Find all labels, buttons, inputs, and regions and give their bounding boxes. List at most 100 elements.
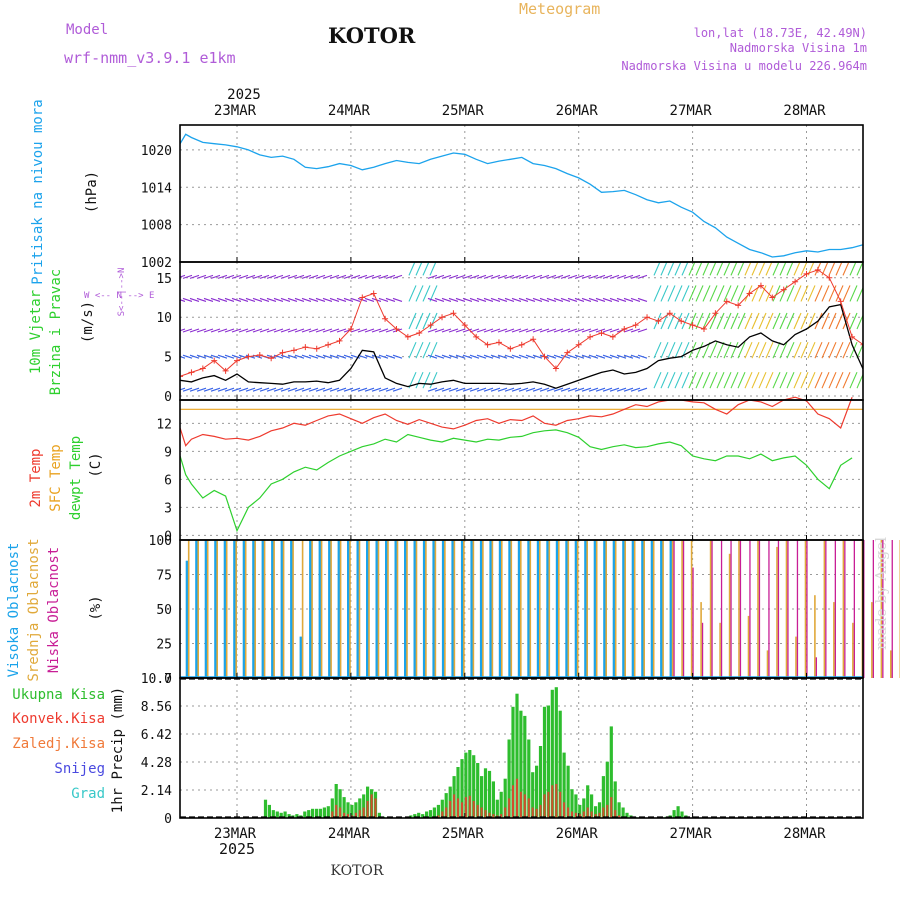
- conv-bar: [500, 814, 503, 818]
- precip-bar: [499, 791, 503, 818]
- wind-barb: [574, 354, 585, 359]
- precip-bar: [279, 812, 283, 818]
- cloud-bar: [641, 540, 645, 678]
- cloud-bar: [330, 540, 332, 678]
- cloud-bar: [622, 540, 626, 678]
- wind-barb: [595, 354, 606, 359]
- gust-marker: [666, 310, 673, 317]
- wind-barb: [483, 354, 494, 359]
- wind-barb: [392, 328, 403, 333]
- wind-barb: [238, 274, 249, 279]
- wind-barb: [560, 387, 571, 392]
- cloud-bar: [225, 540, 228, 678]
- gust-marker: [302, 344, 309, 351]
- gust-marker: [245, 353, 252, 360]
- wind-barb: [674, 341, 683, 359]
- wind-barb: [709, 371, 718, 389]
- precip-bar: [311, 808, 315, 818]
- wind-barb: [765, 312, 774, 330]
- precip-bar: [515, 693, 519, 818]
- mid-cloud-label: Srednja Oblacnost: [26, 538, 42, 681]
- wind-barb: [238, 387, 249, 392]
- wind-barb: [751, 341, 760, 359]
- gust-marker: [336, 337, 343, 344]
- cloud-bar: [890, 650, 892, 678]
- wind-barb: [455, 354, 466, 359]
- wind-barb: [224, 328, 235, 333]
- cloud-bar: [603, 540, 607, 678]
- conv-bar: [472, 801, 475, 818]
- top-x-tick-label: 25MAR: [442, 103, 485, 119]
- precip-bar: [535, 765, 539, 818]
- wind-barb: [392, 274, 403, 279]
- temperature-panel: 0 3 6 9 12: [156, 396, 864, 544]
- cloud-bar: [728, 553, 731, 678]
- wind-barb: [793, 371, 802, 389]
- precip-conv-bars: [331, 778, 625, 818]
- gust-marker: [735, 302, 742, 309]
- cloud-bar: [422, 540, 427, 678]
- wind-barb: [203, 297, 214, 302]
- cloud-bar: [404, 540, 408, 678]
- top-x-tick-label: 24MAR: [328, 103, 371, 119]
- bottom-x-tick-label: 23MAR: [214, 826, 257, 842]
- wind-barb: [196, 297, 207, 302]
- cloud-bar: [339, 540, 342, 678]
- gust-marker: [792, 278, 799, 285]
- wind-barb: [308, 297, 319, 302]
- wind-barb: [609, 297, 620, 302]
- cloud-bar: [539, 540, 541, 678]
- wind-barb: [350, 354, 361, 359]
- wind-barb: [357, 328, 368, 333]
- precip-bar: [318, 808, 323, 818]
- precip-bar: [625, 812, 629, 818]
- wind-barb: [835, 285, 844, 302]
- pressure-line: [179, 133, 864, 258]
- gust-marker: [359, 294, 366, 301]
- wind-barb: [800, 312, 809, 330]
- precip-bar: [428, 810, 433, 818]
- wind-barb: [609, 354, 620, 359]
- cloud-bar: [527, 540, 531, 678]
- wind-barb: [716, 312, 725, 330]
- cloud-bar: [739, 540, 742, 678]
- cloud-bar: [377, 540, 380, 678]
- wind-barb: [518, 387, 529, 392]
- wind-barb: [737, 371, 746, 389]
- wind-barb: [567, 274, 578, 279]
- wind-unit: (m/s): [80, 301, 96, 343]
- wind-barb: [660, 371, 669, 389]
- gust-marker: [370, 290, 377, 297]
- conv-bar: [614, 810, 617, 818]
- wind-barb: [630, 274, 641, 279]
- wind-barb: [609, 274, 620, 279]
- cloud-bar: [738, 540, 740, 678]
- cloud-bar: [214, 540, 218, 678]
- wind-barb: [751, 371, 760, 389]
- precip-bar: [531, 772, 535, 818]
- wind-barb: [469, 354, 480, 359]
- wind-barb: [532, 328, 543, 333]
- wind-barb: [364, 274, 375, 279]
- cloud-bar: [785, 540, 788, 678]
- model-name: wrf-nmm_v3.9.1 e1km: [64, 49, 236, 67]
- precip-bar: [295, 814, 299, 818]
- wind-barb: [441, 297, 452, 302]
- wind-barb: [350, 274, 361, 279]
- y-tick-label: 2.14: [141, 784, 172, 799]
- gust-marker: [484, 341, 491, 348]
- cloud-bar: [546, 540, 550, 678]
- wind-barb: [427, 354, 438, 359]
- cloud-bar: [853, 540, 855, 678]
- wind-barb: [476, 354, 487, 359]
- wind-barb: [245, 274, 256, 279]
- cloud-bar: [643, 540, 645, 678]
- wind-barb: [786, 285, 795, 302]
- precip-bar: [609, 726, 613, 818]
- cloud-bar: [187, 540, 190, 678]
- wind-barb: [786, 341, 795, 359]
- cloud-bar: [347, 540, 351, 678]
- cloud-bar: [328, 540, 332, 678]
- wind-barb: [490, 274, 501, 279]
- wind-barb: [849, 371, 858, 389]
